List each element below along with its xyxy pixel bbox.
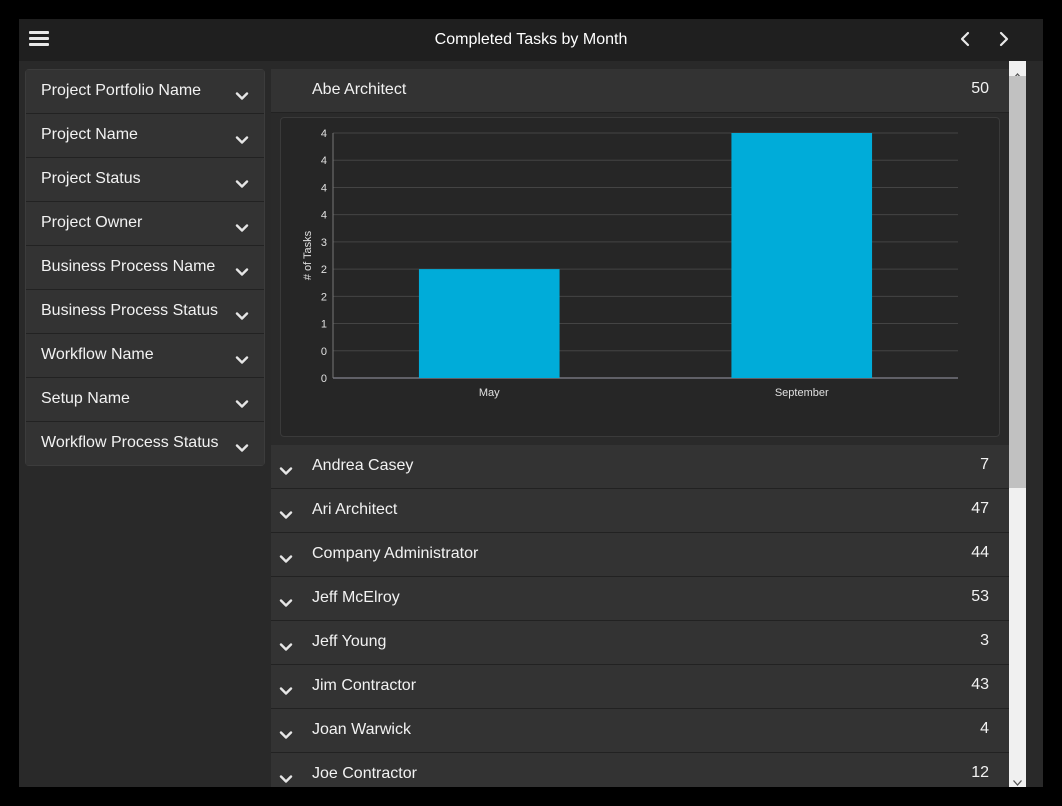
y-tick-label: 1	[321, 319, 327, 331]
filter-item[interactable]: Business Process Status	[26, 290, 264, 334]
chevron-down-icon[interactable]	[235, 440, 249, 452]
filter-item[interactable]: Workflow Name	[26, 334, 264, 378]
group-header[interactable]: Abe Architect 50	[271, 69, 1009, 113]
group-name: Jim Contractor	[312, 677, 417, 694]
group-count: 53	[971, 588, 989, 605]
bar-may	[418, 269, 560, 378]
scroll-down-arrow-icon[interactable]	[1013, 773, 1022, 786]
filter-label: Business Process Status	[41, 302, 218, 319]
group-header[interactable]: Jeff Young 3	[271, 621, 1009, 665]
group-name: Company Administrator	[312, 545, 479, 562]
chevron-left-icon[interactable]	[956, 29, 976, 49]
scroll-up-arrow-icon[interactable]	[1013, 66, 1022, 79]
chevron-down-icon[interactable]	[235, 176, 249, 188]
chevron-down-icon[interactable]	[279, 727, 293, 739]
chevron-down-icon[interactable]	[235, 264, 249, 276]
group-count: 50	[971, 80, 989, 97]
top-bar: Completed Tasks by Month	[19, 19, 1043, 61]
filter-item[interactable]: Project Status	[26, 158, 264, 202]
group-header[interactable]: Ari Architect 47	[271, 489, 1009, 533]
y-tick-label: 2	[321, 264, 327, 276]
filter-item[interactable]: Project Name	[26, 114, 264, 158]
y-tick-label: 4	[321, 155, 327, 167]
chevron-down-icon[interactable]	[235, 352, 249, 364]
y-tick-label: 3	[321, 237, 327, 249]
group-count: 3	[980, 632, 989, 649]
filter-label: Project Owner	[41, 214, 143, 231]
chart-svg: 0 0 1 2 2 3 4 4 4 4 May September # of Tasks	[302, 128, 958, 399]
group-header[interactable]: Joe Contractor 12	[271, 753, 1009, 787]
chevron-down-icon[interactable]	[279, 551, 293, 563]
chevron-down-icon[interactable]	[279, 463, 293, 475]
grouped-list: Abe Architect 50 0 0 1 2 2 3 4 4 4 4 May September # o…	[271, 69, 1009, 787]
y-axis-label: # of Tasks	[302, 230, 314, 280]
group-name: Ari Architect	[312, 501, 398, 518]
hamburger-menu-icon[interactable]	[29, 31, 49, 49]
page-title: Completed Tasks by Month	[434, 31, 628, 48]
chevron-down-icon[interactable]	[279, 771, 293, 783]
group-name: Jeff Young	[312, 633, 387, 650]
group-header[interactable]: Joan Warwick 4	[271, 709, 1009, 753]
group-count: 7	[980, 456, 989, 473]
filter-label: Project Portfolio Name	[41, 82, 202, 99]
y-tick-label: 0	[321, 373, 327, 385]
app-window: Completed Tasks by Month Project Portfol…	[19, 19, 1043, 787]
chevron-down-icon[interactable]	[279, 639, 293, 651]
chevron-down-icon[interactable]	[235, 308, 249, 320]
filter-label: Setup Name	[41, 390, 130, 407]
group-header[interactable]: Andrea Casey 7	[271, 445, 1009, 489]
chart-panel: 0 0 1 2 2 3 4 4 4 4 May September # of Tasks	[271, 113, 1009, 445]
x-tick-label: May	[479, 387, 500, 399]
y-tick-label: 4	[321, 210, 327, 222]
group-count: 12	[971, 764, 989, 781]
filter-label: Project Name	[41, 126, 138, 143]
scroll-thumb[interactable]	[1009, 76, 1026, 488]
chevron-down-icon[interactable]	[279, 507, 293, 519]
filter-item[interactable]: Workflow Process Status	[26, 422, 264, 465]
chevron-down-icon[interactable]	[235, 396, 249, 408]
chevron-down-icon[interactable]	[235, 220, 249, 232]
group-name: Andrea Casey	[312, 457, 414, 474]
x-tick-label: September	[775, 387, 829, 399]
group-header[interactable]: Jim Contractor 43	[271, 665, 1009, 709]
filter-item[interactable]: Project Portfolio Name	[26, 70, 264, 114]
y-tick-label: 0	[321, 346, 327, 358]
group-header[interactable]: Company Administrator 44	[271, 533, 1009, 577]
y-tick-label: 2	[321, 291, 327, 303]
group-name: Abe Architect	[312, 81, 407, 98]
filter-item[interactable]: Setup Name	[26, 378, 264, 422]
filter-item[interactable]: Project Owner	[26, 202, 264, 246]
chevron-down-icon[interactable]	[279, 683, 293, 695]
filter-item[interactable]: Business Process Name	[26, 246, 264, 290]
group-count: 4	[980, 720, 989, 737]
group-count: 43	[971, 676, 989, 693]
bar-september	[731, 133, 873, 378]
chevron-right-icon[interactable]	[993, 29, 1013, 49]
filter-label: Workflow Name	[41, 346, 154, 363]
y-tick-label: 4	[321, 128, 327, 140]
group-count: 47	[971, 500, 989, 517]
group-name: Jeff McElroy	[312, 589, 400, 606]
chevron-down-icon[interactable]	[235, 88, 249, 100]
filter-label: Project Status	[41, 170, 141, 187]
group-name: Joe Contractor	[312, 765, 417, 782]
filter-label: Business Process Name	[41, 258, 216, 275]
group-header[interactable]: Jeff McElroy 53	[271, 577, 1009, 621]
filter-label: Workflow Process Status	[41, 434, 219, 451]
filter-sidebar: Project Portfolio Name Project Name Projec…	[25, 69, 265, 466]
chevron-down-icon[interactable]	[279, 595, 293, 607]
group-name: Joan Warwick	[312, 721, 411, 738]
chevron-down-icon[interactable]	[235, 132, 249, 144]
group-count: 44	[971, 544, 989, 561]
bar-chart: 0 0 1 2 2 3 4 4 4 4 May September # of Tasks	[280, 117, 1000, 437]
y-tick-label: 4	[321, 182, 327, 194]
scrollbar[interactable]	[1009, 61, 1026, 787]
